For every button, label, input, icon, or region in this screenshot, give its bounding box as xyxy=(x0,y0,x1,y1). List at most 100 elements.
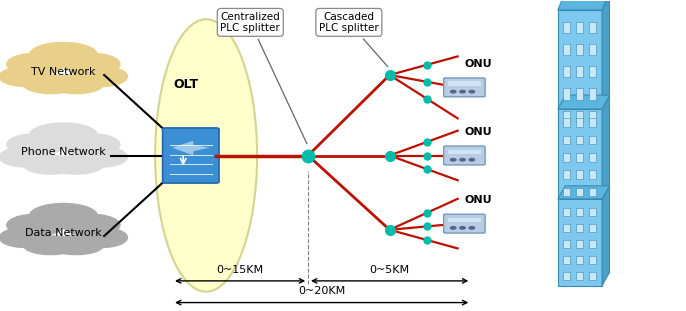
FancyBboxPatch shape xyxy=(589,111,595,122)
Circle shape xyxy=(460,159,465,161)
Text: Centralized
PLC splitter: Centralized PLC splitter xyxy=(220,12,307,144)
Polygon shape xyxy=(558,95,609,109)
FancyBboxPatch shape xyxy=(576,170,582,179)
FancyBboxPatch shape xyxy=(444,146,485,165)
Ellipse shape xyxy=(7,134,64,156)
Ellipse shape xyxy=(0,67,51,86)
FancyBboxPatch shape xyxy=(448,81,481,86)
FancyBboxPatch shape xyxy=(589,188,595,197)
Polygon shape xyxy=(172,141,209,156)
Ellipse shape xyxy=(29,43,97,67)
Ellipse shape xyxy=(63,214,120,236)
FancyBboxPatch shape xyxy=(589,136,595,144)
Text: ONU: ONU xyxy=(464,59,492,69)
FancyBboxPatch shape xyxy=(576,21,582,33)
Text: OLT: OLT xyxy=(173,78,198,91)
Ellipse shape xyxy=(75,228,128,248)
FancyBboxPatch shape xyxy=(576,272,582,280)
Ellipse shape xyxy=(23,236,78,255)
Text: ONU: ONU xyxy=(464,127,492,137)
FancyBboxPatch shape xyxy=(563,224,570,232)
Polygon shape xyxy=(602,95,609,202)
Ellipse shape xyxy=(155,19,257,292)
FancyBboxPatch shape xyxy=(563,66,570,77)
FancyBboxPatch shape xyxy=(576,240,582,248)
Polygon shape xyxy=(602,0,609,128)
FancyBboxPatch shape xyxy=(563,111,570,122)
FancyBboxPatch shape xyxy=(589,208,595,216)
FancyBboxPatch shape xyxy=(444,214,485,233)
FancyBboxPatch shape xyxy=(576,66,582,77)
Text: Cascaded
PLC splitter: Cascaded PLC splitter xyxy=(319,12,388,67)
FancyBboxPatch shape xyxy=(563,256,570,264)
Ellipse shape xyxy=(23,75,78,94)
FancyBboxPatch shape xyxy=(589,118,595,127)
Polygon shape xyxy=(558,186,609,199)
FancyBboxPatch shape xyxy=(448,218,481,222)
FancyBboxPatch shape xyxy=(576,118,582,127)
Ellipse shape xyxy=(29,203,97,228)
FancyBboxPatch shape xyxy=(558,199,602,285)
FancyBboxPatch shape xyxy=(563,240,570,248)
Ellipse shape xyxy=(75,67,128,86)
FancyBboxPatch shape xyxy=(589,256,595,264)
FancyBboxPatch shape xyxy=(576,111,582,122)
FancyBboxPatch shape xyxy=(589,224,595,232)
Text: 0~5KM: 0~5KM xyxy=(370,265,410,275)
FancyBboxPatch shape xyxy=(563,153,570,162)
FancyBboxPatch shape xyxy=(589,44,595,55)
Text: Phone Network: Phone Network xyxy=(21,147,106,157)
FancyBboxPatch shape xyxy=(448,150,481,154)
Circle shape xyxy=(451,159,456,161)
Circle shape xyxy=(469,91,475,93)
Circle shape xyxy=(460,91,465,93)
FancyBboxPatch shape xyxy=(563,272,570,280)
FancyBboxPatch shape xyxy=(589,272,595,280)
Ellipse shape xyxy=(0,147,51,167)
FancyBboxPatch shape xyxy=(576,256,582,264)
Ellipse shape xyxy=(23,156,78,174)
FancyBboxPatch shape xyxy=(589,153,595,162)
Ellipse shape xyxy=(63,53,120,75)
FancyBboxPatch shape xyxy=(563,44,570,55)
Circle shape xyxy=(469,159,475,161)
FancyBboxPatch shape xyxy=(563,136,570,144)
Ellipse shape xyxy=(49,236,104,255)
FancyBboxPatch shape xyxy=(576,88,582,100)
FancyBboxPatch shape xyxy=(576,188,582,197)
FancyBboxPatch shape xyxy=(444,78,485,97)
Circle shape xyxy=(460,227,465,229)
FancyBboxPatch shape xyxy=(576,153,582,162)
Ellipse shape xyxy=(7,214,64,236)
Text: 0~20KM: 0~20KM xyxy=(298,286,345,296)
Circle shape xyxy=(451,227,456,229)
FancyBboxPatch shape xyxy=(563,170,570,179)
FancyBboxPatch shape xyxy=(576,136,582,144)
FancyBboxPatch shape xyxy=(589,66,595,77)
Polygon shape xyxy=(602,186,609,285)
FancyBboxPatch shape xyxy=(589,170,595,179)
Text: ONU: ONU xyxy=(464,195,492,205)
Polygon shape xyxy=(558,0,609,10)
FancyBboxPatch shape xyxy=(163,128,219,183)
FancyBboxPatch shape xyxy=(563,21,570,33)
Ellipse shape xyxy=(29,123,97,148)
FancyBboxPatch shape xyxy=(558,109,602,202)
FancyBboxPatch shape xyxy=(563,88,570,100)
FancyBboxPatch shape xyxy=(558,10,602,128)
FancyBboxPatch shape xyxy=(563,188,570,197)
FancyBboxPatch shape xyxy=(563,118,570,127)
Text: Data Network: Data Network xyxy=(25,228,102,238)
Text: TV Network: TV Network xyxy=(31,67,95,77)
Ellipse shape xyxy=(7,53,64,75)
Ellipse shape xyxy=(49,75,104,94)
Text: 0~15KM: 0~15KM xyxy=(217,265,263,275)
FancyBboxPatch shape xyxy=(589,88,595,100)
FancyBboxPatch shape xyxy=(576,208,582,216)
Ellipse shape xyxy=(75,147,128,167)
FancyBboxPatch shape xyxy=(563,208,570,216)
Ellipse shape xyxy=(63,134,120,156)
Ellipse shape xyxy=(49,156,104,174)
Ellipse shape xyxy=(0,228,51,248)
FancyBboxPatch shape xyxy=(589,21,595,33)
